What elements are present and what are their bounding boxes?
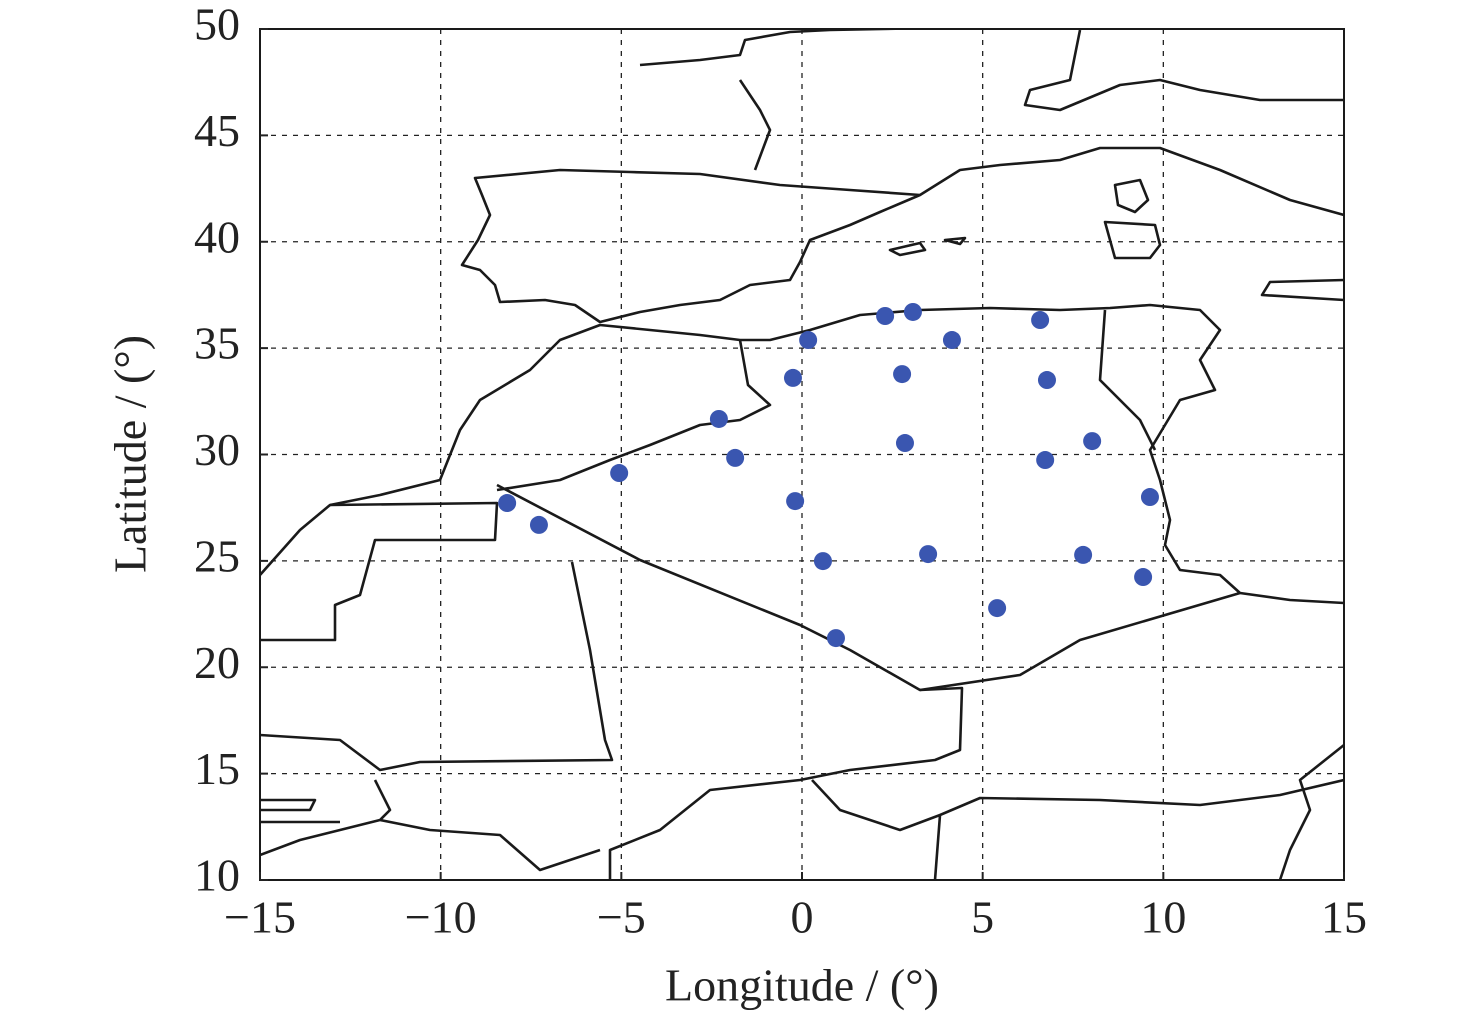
point xyxy=(1140,488,1159,507)
point xyxy=(799,331,818,350)
point xyxy=(1134,568,1153,587)
y-tick-label: 10 xyxy=(194,850,240,901)
border xyxy=(260,501,499,642)
point xyxy=(529,515,548,534)
point xyxy=(786,492,805,511)
y-tick-label: 25 xyxy=(194,530,240,581)
point xyxy=(1074,545,1093,564)
border xyxy=(496,483,1241,692)
point xyxy=(895,434,914,453)
border xyxy=(260,561,614,772)
x-tick-label: 10 xyxy=(1140,892,1186,943)
point xyxy=(903,302,922,321)
x-tick-label: −5 xyxy=(597,892,646,943)
point xyxy=(498,494,517,513)
coastline xyxy=(738,79,772,171)
coastline xyxy=(919,146,1344,217)
point xyxy=(919,545,938,564)
y-tick-label: 45 xyxy=(194,105,240,156)
y-tick-label: 50 xyxy=(194,0,240,50)
x-tick-label: 0 xyxy=(791,892,814,943)
border xyxy=(260,743,1344,880)
points xyxy=(498,302,1159,648)
x-tick-label: −15 xyxy=(224,892,296,943)
point xyxy=(876,306,895,325)
coastline xyxy=(639,29,949,67)
border xyxy=(496,339,772,492)
point xyxy=(942,331,961,350)
y-tick-label: 20 xyxy=(194,637,240,688)
point xyxy=(1083,432,1102,451)
point xyxy=(813,552,832,571)
point xyxy=(1037,371,1056,390)
point xyxy=(726,448,745,467)
point xyxy=(988,599,1007,618)
point xyxy=(610,464,629,483)
point xyxy=(783,368,802,387)
y-tick-label: 15 xyxy=(194,743,240,794)
x-axis-title: Longitude / (°) xyxy=(665,960,939,1011)
y-axis-title: Latitude / (°) xyxy=(105,335,156,573)
y-tick-label: 40 xyxy=(194,211,240,262)
point xyxy=(1031,311,1050,330)
x-tick-label: 15 xyxy=(1321,892,1367,943)
map xyxy=(260,29,1344,880)
y-tick-label: 30 xyxy=(194,424,240,475)
coastline xyxy=(1260,278,1344,302)
border xyxy=(608,686,964,880)
point xyxy=(893,365,912,384)
point xyxy=(826,629,845,648)
point xyxy=(709,409,728,428)
coastline xyxy=(1023,29,1344,112)
border xyxy=(1098,309,1157,451)
x-tick-label: −10 xyxy=(405,892,477,943)
coastline xyxy=(260,798,340,824)
point xyxy=(1036,451,1055,470)
x-tick-label: 5 xyxy=(971,892,994,943)
coastline xyxy=(260,303,1344,605)
coastline xyxy=(888,178,1162,260)
coastline xyxy=(460,168,922,324)
y-tick-label: 35 xyxy=(194,318,240,369)
